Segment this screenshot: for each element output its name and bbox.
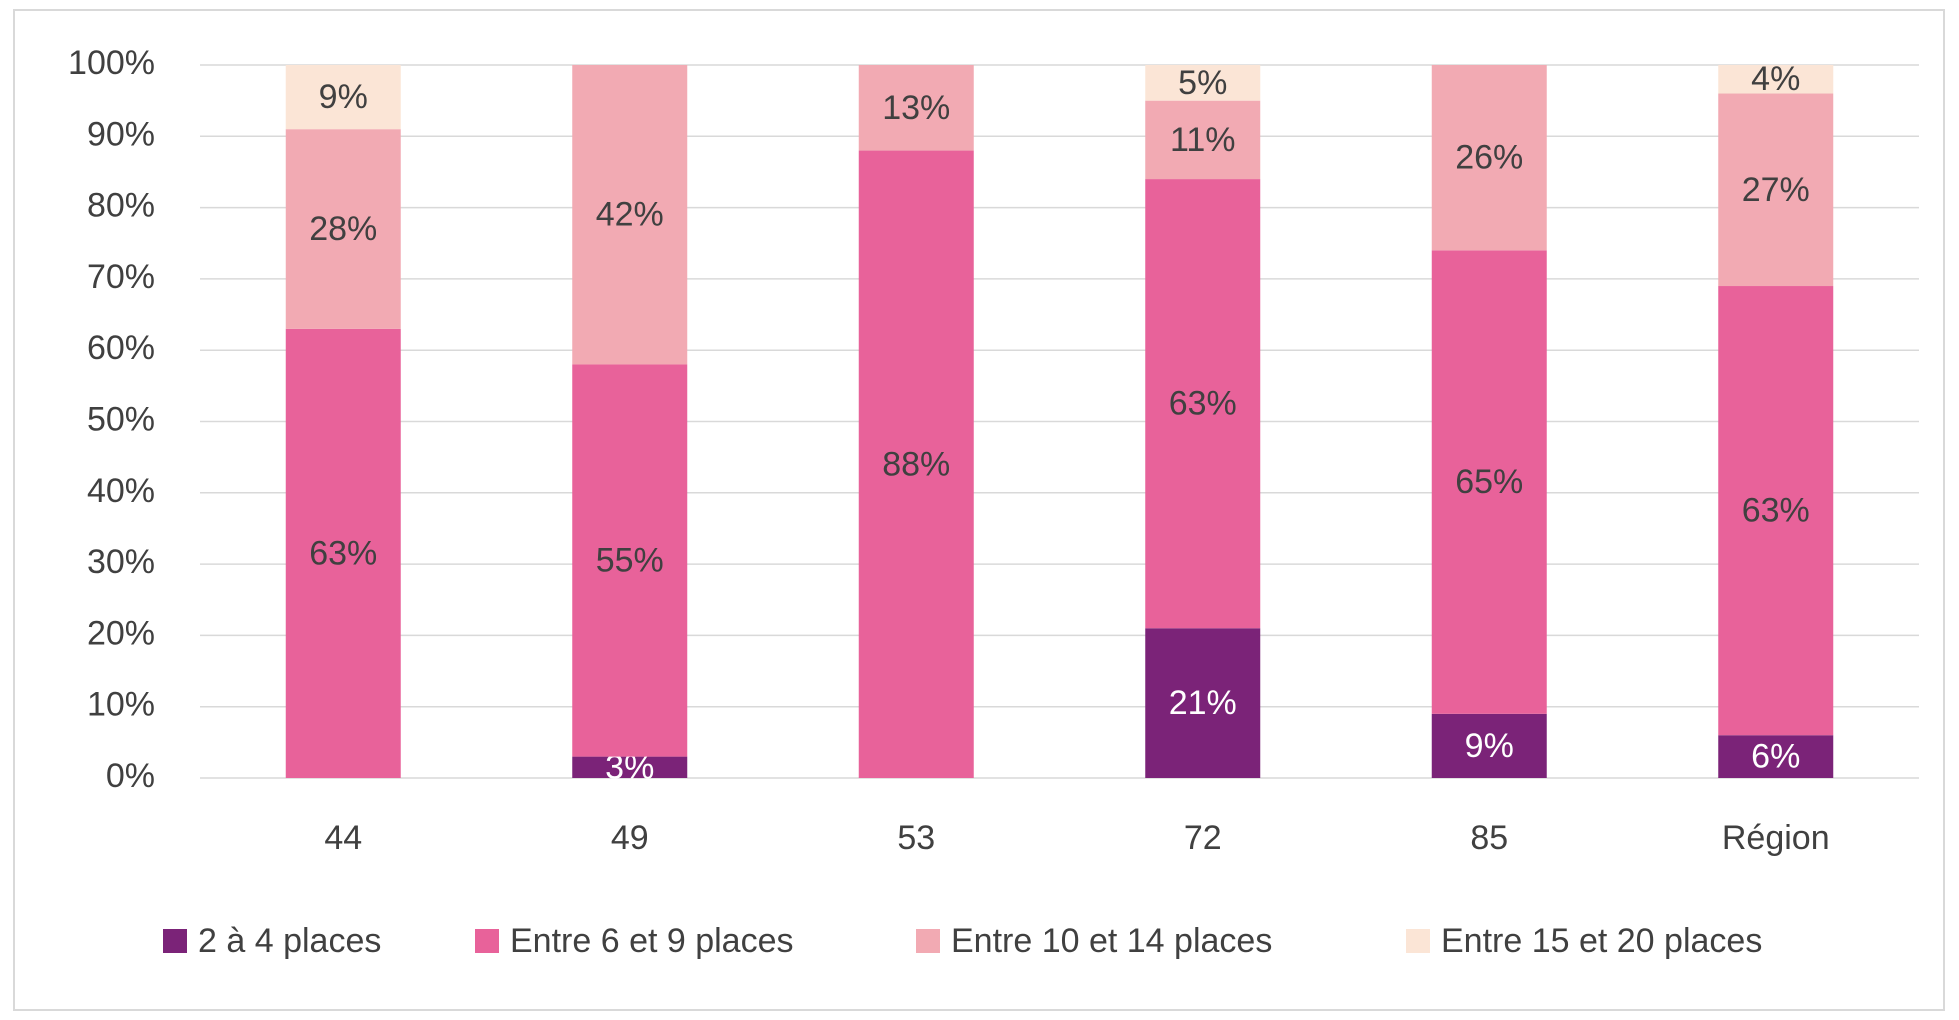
bar-segment: [285, 65, 401, 130]
bar-segment: [1718, 735, 1834, 778]
data-label: 88%: [882, 445, 950, 483]
y-tick-label: 70%: [87, 258, 155, 296]
bar-segment: [1431, 65, 1547, 251]
bar-segment: [1718, 286, 1834, 736]
data-label: 11%: [1170, 121, 1236, 159]
x-tick-label: Région: [1722, 819, 1830, 857]
data-label: 21%: [1169, 684, 1237, 722]
x-tick-label: 53: [897, 819, 935, 857]
y-tick-label: 50%: [87, 400, 155, 438]
bar-segment: [1145, 100, 1261, 180]
bar-segment: [1431, 713, 1547, 778]
bar-segment: [285, 129, 401, 329]
y-tick-label: 20%: [87, 614, 155, 652]
bar-segment: [572, 364, 688, 757]
y-tick-label: 100%: [68, 44, 155, 82]
bar-segment: [1431, 250, 1547, 714]
x-tick-label: 72: [1184, 819, 1222, 857]
legend-swatch: [163, 929, 187, 953]
data-label: 9%: [319, 78, 368, 116]
bar-segment: [1145, 65, 1261, 101]
data-label: 42%: [596, 196, 664, 234]
data-label: 27%: [1742, 171, 1810, 209]
y-tick-label: 0%: [106, 757, 155, 795]
data-label: 63%: [309, 534, 377, 572]
bar-segment: [572, 65, 688, 365]
y-tick-label: 40%: [87, 472, 155, 510]
data-label: 4%: [1751, 60, 1800, 98]
y-tick-label: 80%: [87, 187, 155, 225]
bar-segment: [572, 756, 688, 778]
legend-swatch: [916, 929, 940, 953]
data-label: 55%: [596, 542, 664, 580]
legend-label: Entre 15 et 20 places: [1441, 922, 1762, 960]
bar-segment: [1145, 179, 1261, 629]
y-tick-label: 10%: [87, 686, 155, 724]
bar-segment: [858, 150, 974, 778]
legend-swatch: [475, 929, 499, 953]
bar-segment: [858, 65, 974, 151]
bar-segment: [1718, 93, 1834, 287]
data-label: 28%: [309, 210, 377, 248]
legend-label: Entre 6 et 9 places: [510, 922, 794, 960]
data-label: 13%: [882, 89, 950, 127]
data-label: 5%: [1178, 64, 1227, 102]
data-label: 65%: [1455, 463, 1523, 501]
legend-swatch: [1406, 929, 1430, 953]
x-tick-label: 49: [611, 819, 649, 857]
data-label: 9%: [1465, 727, 1514, 765]
data-label: 63%: [1169, 385, 1237, 423]
data-label: 6%: [1751, 738, 1800, 776]
legend-label: Entre 10 et 14 places: [951, 922, 1272, 960]
x-tick-label: 44: [324, 819, 362, 857]
bar-segment: [1718, 65, 1834, 94]
data-label: 63%: [1742, 492, 1810, 530]
legend-label: 2 à 4 places: [198, 922, 381, 960]
x-tick-label: 85: [1470, 819, 1508, 857]
y-tick-label: 60%: [87, 329, 155, 367]
bar-segment: [1145, 628, 1261, 778]
data-label: 26%: [1455, 139, 1523, 177]
y-tick-label: 90%: [87, 115, 155, 153]
bar-segment: [285, 328, 401, 778]
y-tick-label: 30%: [87, 543, 155, 581]
